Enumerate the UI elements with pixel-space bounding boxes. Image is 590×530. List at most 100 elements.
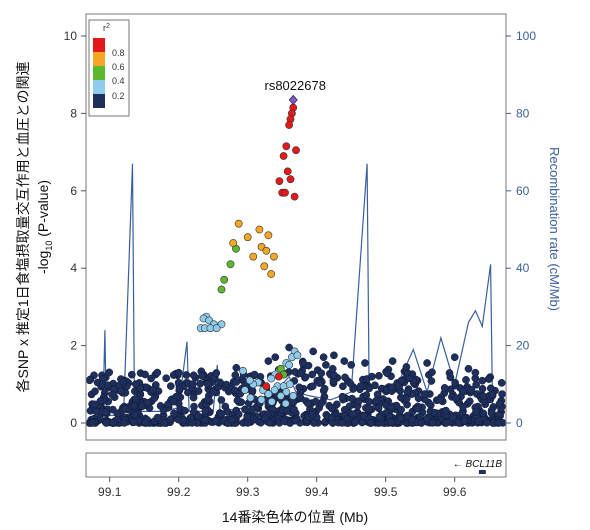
snp-point-r2-0.8 bbox=[290, 192, 299, 201]
x-tick-label: 99.6 bbox=[443, 485, 467, 499]
y-right-tick-label: 0 bbox=[516, 416, 523, 430]
snp-point-background bbox=[198, 372, 206, 380]
y-right-tick-label: 60 bbox=[516, 184, 530, 198]
snp-point-background bbox=[446, 373, 455, 382]
snp-point-background bbox=[285, 343, 293, 352]
snp-point-background bbox=[90, 400, 99, 409]
snp-point-r2-0.2 bbox=[246, 393, 255, 402]
snp-point-background bbox=[231, 386, 239, 395]
snp-point-r2-0.2 bbox=[285, 360, 293, 369]
snp-point-background bbox=[328, 364, 337, 373]
snp-point-background bbox=[186, 413, 195, 422]
x-axis-title: 14番染色体の位置 (Mb) bbox=[222, 509, 368, 525]
y-tick-label: 8 bbox=[70, 106, 77, 120]
snp-point-background bbox=[442, 406, 450, 415]
snp-point-background bbox=[131, 395, 140, 403]
snp-point-r2-0.4 bbox=[217, 285, 226, 294]
snp-point-background bbox=[232, 378, 241, 386]
snp-point-background bbox=[375, 371, 383, 380]
y-axis-title-line2: -log10 (P-value) bbox=[35, 180, 54, 274]
snp-point-background bbox=[449, 413, 457, 422]
snp-point-r2-0.2 bbox=[285, 380, 294, 389]
lead-snp-marker bbox=[288, 94, 298, 105]
snp-point-background bbox=[143, 398, 152, 407]
snp-point-r2-0.2 bbox=[281, 399, 290, 408]
snp-point-background bbox=[310, 419, 318, 427]
snp-point-background bbox=[402, 363, 411, 371]
snp-point-background bbox=[387, 403, 395, 412]
snp-point-background bbox=[109, 405, 117, 414]
snp-point-background bbox=[184, 388, 192, 397]
snp-point-background bbox=[162, 374, 171, 383]
snp-point-background bbox=[458, 387, 467, 396]
snp-point-background bbox=[495, 399, 504, 408]
snp-point-background bbox=[103, 381, 112, 390]
snp-point-background bbox=[423, 359, 431, 367]
lead-snp-label: rs8022678 bbox=[265, 78, 326, 93]
snp-point-background bbox=[452, 394, 460, 403]
snp-point-background bbox=[338, 419, 346, 427]
snp-point-background bbox=[309, 347, 318, 356]
snp-point-background bbox=[203, 380, 212, 388]
snp-point-background bbox=[304, 399, 313, 408]
snp-point-background bbox=[368, 372, 376, 381]
snp-point-background bbox=[189, 371, 198, 380]
snp-point-background bbox=[150, 394, 159, 402]
y-axis-title-log-sub: 10 bbox=[44, 241, 54, 251]
gene-marks bbox=[478, 470, 486, 474]
snp-point-background bbox=[264, 357, 273, 365]
snp-point-r2-0.8 bbox=[275, 177, 284, 185]
snp-point-background bbox=[464, 364, 473, 373]
snp-point-background bbox=[308, 370, 317, 379]
y-right-tick-label: 40 bbox=[516, 261, 530, 275]
snp-point-background bbox=[217, 396, 226, 404]
snp-point-r2-0.8 bbox=[286, 175, 295, 184]
snp-point-background bbox=[472, 380, 480, 389]
snp-point-background bbox=[228, 415, 236, 424]
snp-point-background bbox=[166, 382, 175, 390]
snp-point-background bbox=[250, 370, 259, 379]
snp-point-r2-0.2 bbox=[245, 376, 254, 385]
snp-point-background bbox=[308, 410, 317, 419]
snp-point-background bbox=[371, 381, 379, 390]
legend-swatch bbox=[93, 66, 105, 80]
snp-point-background bbox=[497, 379, 506, 387]
snp-point-background bbox=[327, 413, 336, 422]
snp-point-r2-0.8 bbox=[262, 382, 271, 391]
snp-point-background bbox=[341, 373, 349, 382]
snp-point-background bbox=[91, 387, 99, 396]
snp-point-background bbox=[328, 404, 336, 413]
snp-point-background bbox=[204, 395, 212, 404]
snp-point-background bbox=[130, 402, 139, 410]
snp-point-background bbox=[296, 369, 305, 378]
gene-track-frame bbox=[85, 452, 507, 478]
snp-point-background bbox=[271, 353, 280, 362]
snp-point-background bbox=[182, 371, 191, 379]
snp-point-background bbox=[428, 418, 437, 427]
snp-point-background bbox=[105, 368, 114, 377]
snp-point-r2-0.6 bbox=[264, 231, 273, 240]
snp-point-background bbox=[231, 371, 240, 379]
snp-point-background bbox=[330, 371, 338, 379]
snp-point-background bbox=[479, 409, 488, 418]
snp-point-background bbox=[338, 392, 347, 401]
snp-point-background bbox=[109, 419, 118, 427]
snp-point-background bbox=[361, 359, 369, 367]
snp-point-background bbox=[194, 387, 203, 395]
snp-point-background bbox=[388, 357, 397, 365]
snp-point-background bbox=[211, 416, 220, 425]
right-axis: 0 20 40 60 80 100 bbox=[506, 29, 536, 430]
snp-point-background bbox=[365, 397, 374, 406]
snp-point-background bbox=[373, 390, 382, 399]
snp-point-r2-0.8 bbox=[285, 121, 293, 129]
snp-point-background bbox=[472, 407, 480, 416]
snp-point-background bbox=[494, 419, 503, 427]
snp-point-background bbox=[153, 413, 162, 422]
snp-point-r2-0.2 bbox=[276, 391, 285, 400]
snp-point-background bbox=[442, 419, 451, 427]
snp-point-background bbox=[201, 407, 210, 415]
snp-point-background bbox=[96, 397, 105, 405]
y-tick-label: 10 bbox=[64, 29, 78, 43]
snp-point-background bbox=[320, 384, 329, 393]
y-tick-label: 0 bbox=[70, 416, 77, 430]
